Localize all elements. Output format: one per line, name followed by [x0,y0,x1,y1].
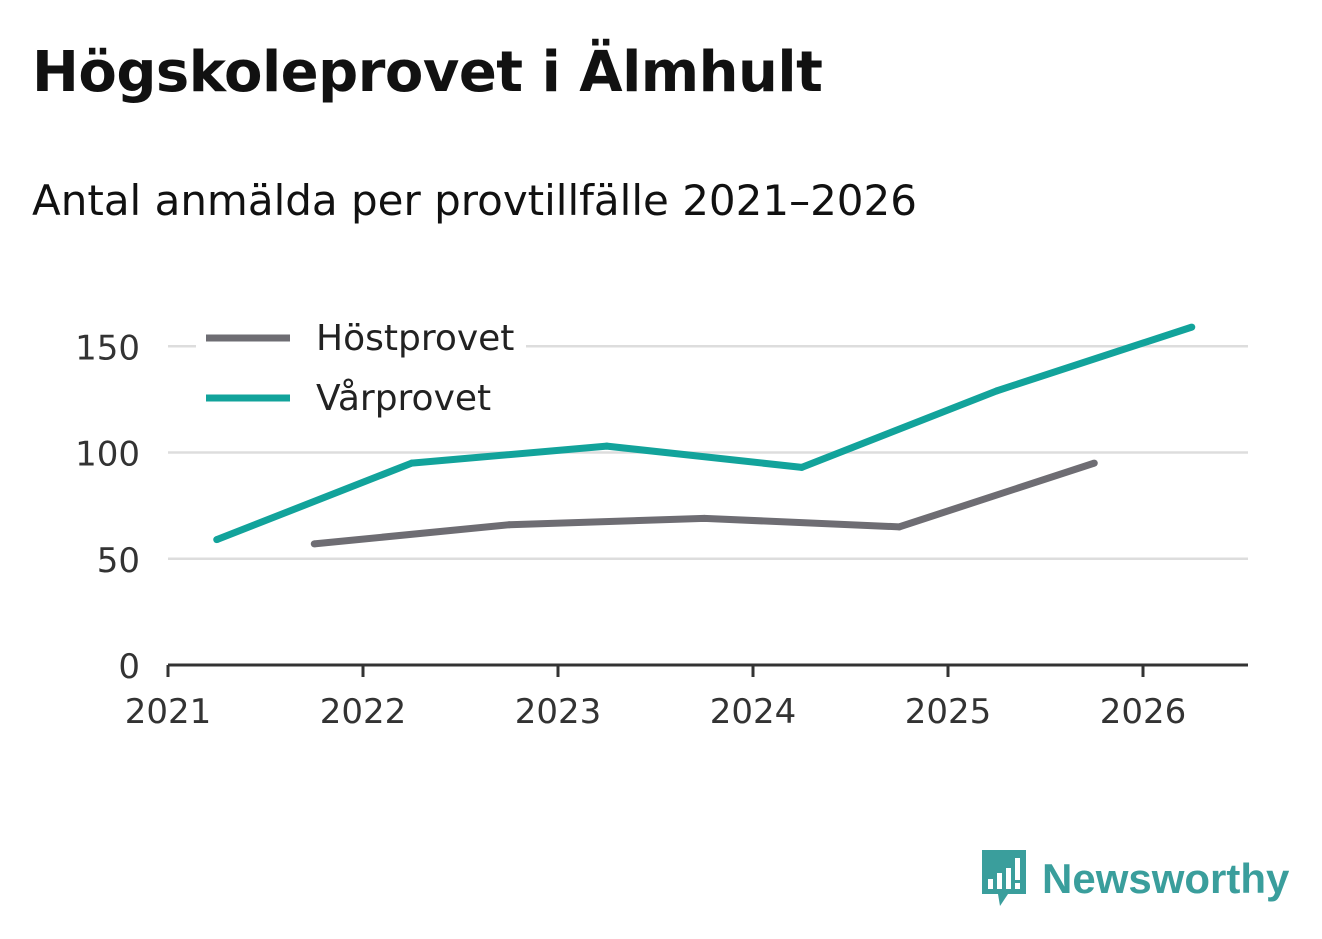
y-tick-label-0: 0 [118,647,140,687]
x-tick-label-2025: 2025 [905,692,992,732]
x-tick-label-2026: 2026 [1100,692,1187,732]
data-point-v-rprovet-5 [1188,324,1195,331]
y-axis-tick-labels: 0 50 100 150 [75,328,140,687]
legend: Höstprovet Vårprovet [196,310,526,426]
data-point-h-stprovet-4 [1091,460,1098,467]
data-point-v-rprovet-0 [213,536,220,543]
data-point-h-stprovet-1 [506,521,513,528]
data-point-h-stprovet-2 [701,515,708,522]
data-point-v-rprovet-3 [798,464,805,471]
x-tick-label-2024: 2024 [710,692,797,732]
data-point-v-rprovet-1 [408,460,415,467]
legend-label-h-stprovet: Höstprovet [316,318,514,359]
data-point-h-stprovet-0 [311,540,318,547]
x-tick-label-2021: 2021 [125,692,212,732]
y-tick-label-100: 100 [75,435,140,475]
series-line-h-stprovet [314,463,1094,544]
x-tick-label-2023: 2023 [515,692,602,732]
legend-label-v-rprovet: Vårprovet [316,378,491,419]
x-axis: 2021 2022 2023 2024 2025 2026 [125,665,1248,732]
y-tick-label-150: 150 [75,328,140,368]
data-point-h-stprovet-3 [896,523,903,530]
data-point-v-rprovet-2 [603,443,610,450]
y-tick-label-50: 50 [97,541,140,581]
x-tick-label-2022: 2022 [320,692,407,732]
newsworthy-logo-icon [978,848,1030,910]
brand: Newsworthy [978,848,1289,910]
brand-name: Newsworthy [1042,855,1289,903]
data-point-v-rprovet-4 [993,387,1000,394]
line-chart: 2021 2022 2023 2024 2025 2026 0 50 100 150 Höstp… [0,0,1322,939]
